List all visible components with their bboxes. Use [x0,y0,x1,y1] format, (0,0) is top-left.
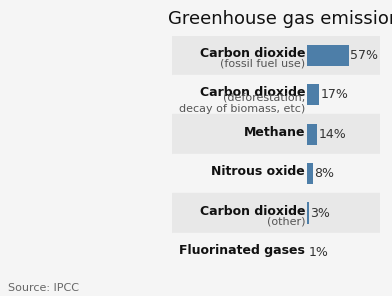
Bar [307,123,317,145]
Text: 3%: 3% [310,207,330,220]
Text: 17%: 17% [321,88,349,101]
Bar [307,202,309,224]
Bar [172,193,380,233]
Bar [307,163,312,184]
Bar [172,233,380,272]
Text: Methane: Methane [243,126,305,139]
Bar [307,84,319,105]
Text: (other): (other) [267,217,305,227]
Text: Source: IPCC: Source: IPCC [8,283,79,293]
Text: 14%: 14% [319,128,347,141]
Text: Fluorinated gases: Fluorinated gases [179,244,305,257]
Bar [172,115,380,154]
Text: Nitrous oxide: Nitrous oxide [211,165,305,178]
Text: Greenhouse gas emissions by type: Greenhouse gas emissions by type [168,10,392,28]
Text: (fossil fuel use): (fossil fuel use) [220,59,305,69]
Text: Carbon dioxide: Carbon dioxide [200,86,305,99]
Text: 8%: 8% [314,167,334,180]
Bar [307,45,348,66]
Text: Carbon dioxide: Carbon dioxide [200,47,305,60]
Bar [172,75,380,115]
Text: (deforestation,
decay of biomass, etc): (deforestation, decay of biomass, etc) [179,93,305,114]
Text: 1%: 1% [309,246,329,259]
Text: Carbon dioxide: Carbon dioxide [200,205,305,218]
Bar [172,36,380,75]
Bar [172,154,380,193]
Text: 57%: 57% [350,49,378,62]
